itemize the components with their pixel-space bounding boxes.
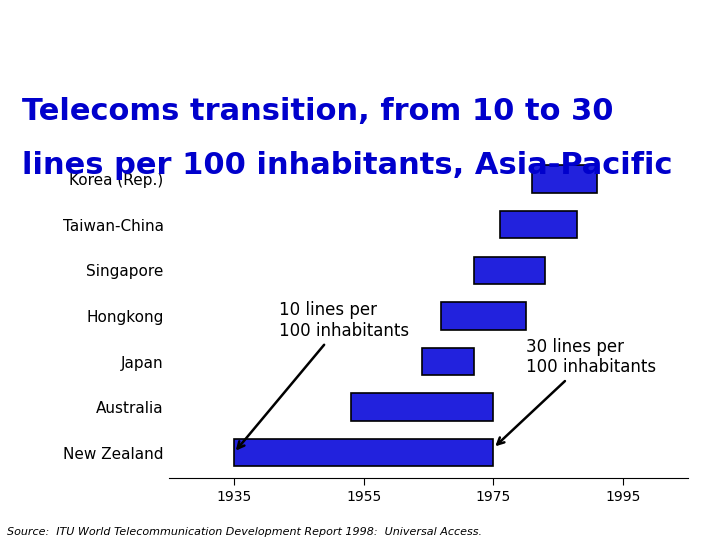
Text: lines per 100 inhabitants, Asia-Pacific: lines per 100 inhabitants, Asia-Pacific bbox=[22, 151, 672, 180]
Bar bbox=[234, 439, 493, 467]
Text: 30 lines per
100 inhabitants: 30 lines per 100 inhabitants bbox=[498, 338, 656, 444]
Bar bbox=[422, 348, 474, 375]
Bar bbox=[500, 211, 577, 238]
Text: 10 lines per
100 inhabitants: 10 lines per 100 inhabitants bbox=[238, 301, 410, 449]
Bar bbox=[441, 302, 526, 329]
Bar bbox=[532, 165, 597, 193]
Text: Universal Service / Universal Access: Universal Service / Universal Access bbox=[203, 24, 600, 43]
Bar bbox=[351, 394, 493, 421]
Bar bbox=[474, 256, 545, 284]
Text: Source:  ITU World Telecommunication Development Report 1998:  Universal Access.: Source: ITU World Telecommunication Deve… bbox=[7, 526, 482, 537]
Text: Telecoms transition, from 10 to 30: Telecoms transition, from 10 to 30 bbox=[22, 97, 613, 126]
